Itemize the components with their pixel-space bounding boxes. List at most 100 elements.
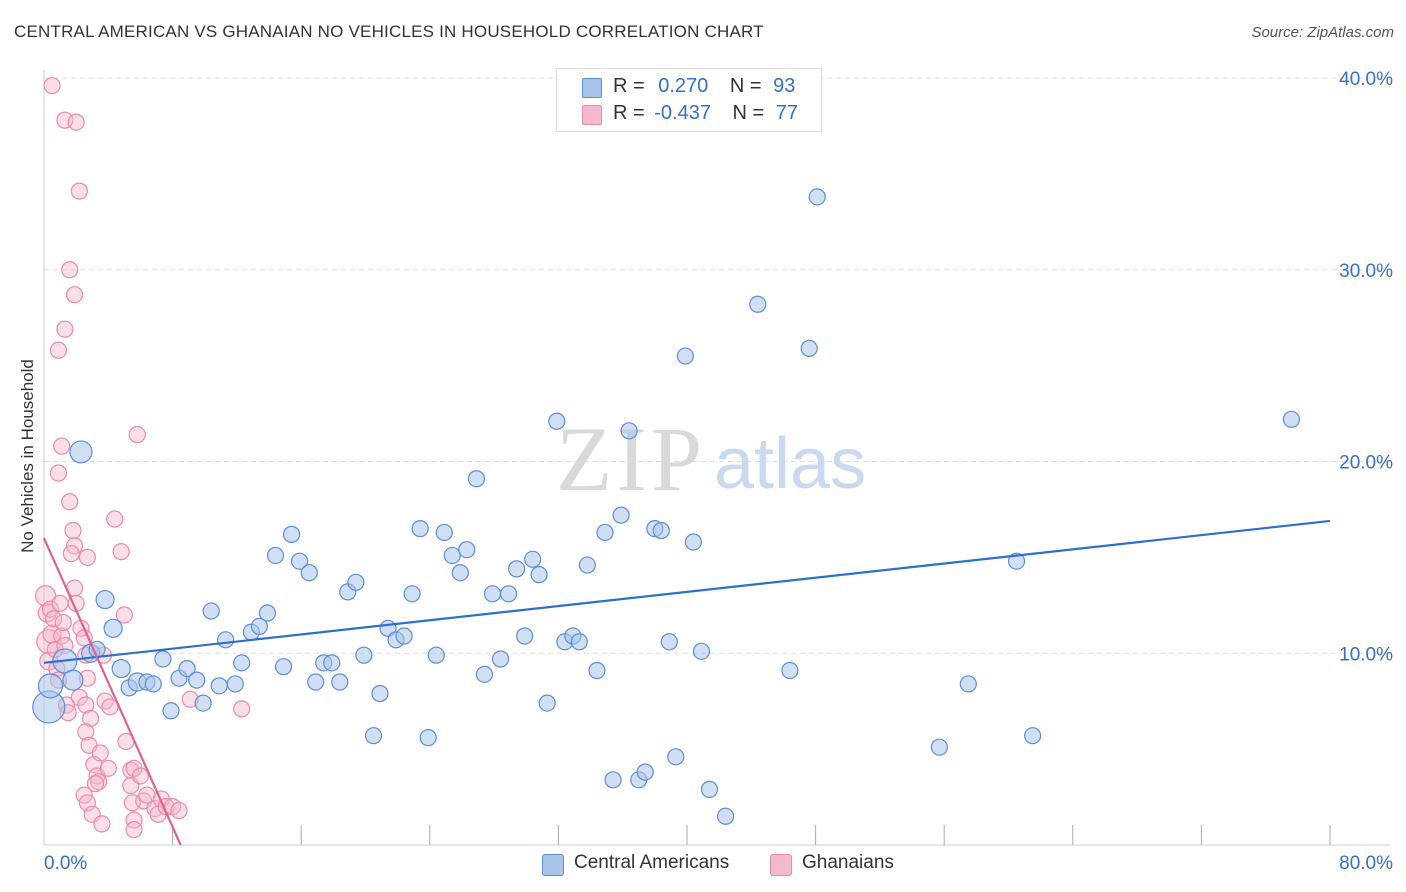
y-tick-label: 40.0% — [1339, 69, 1393, 90]
data-point — [49, 464, 68, 482]
bottom-legend-swatch-blue — [542, 854, 564, 876]
data-point — [596, 523, 614, 542]
data-point — [692, 642, 711, 660]
data-point — [65, 286, 84, 304]
legend-n-value: 93 — [773, 75, 796, 97]
data-point — [194, 694, 212, 712]
data-point — [364, 727, 383, 745]
data-point — [128, 426, 146, 444]
data-point — [226, 675, 244, 693]
data-point — [959, 675, 977, 693]
data-point — [508, 560, 526, 578]
watermark-atlas: atlas — [714, 424, 866, 504]
data-point — [51, 594, 69, 612]
legend-r-value: 0.270 — [658, 75, 709, 97]
data-point — [53, 627, 71, 645]
legend-r-label: R = — [613, 102, 645, 124]
gridlines — [44, 77, 1390, 654]
data-point — [77, 696, 95, 714]
data-point — [347, 573, 365, 591]
data-point — [170, 801, 188, 820]
axes — [43, 70, 1390, 846]
data-point — [250, 617, 269, 636]
data-point — [371, 684, 389, 703]
data-point — [217, 631, 235, 649]
legend-n-label: N = — [732, 102, 765, 124]
data-point — [749, 295, 767, 313]
data-point — [112, 543, 130, 561]
legend-swatch-blue — [582, 78, 602, 98]
data-point — [67, 113, 85, 131]
data-point — [578, 556, 596, 574]
data-point — [61, 493, 79, 511]
bottom-legend-label: Ghanaians — [802, 852, 894, 873]
data-point — [62, 544, 80, 563]
data-point — [570, 633, 588, 651]
data-point — [258, 604, 277, 622]
data-point — [125, 811, 143, 829]
legend-n-value: 77 — [775, 102, 799, 124]
data-point — [458, 541, 476, 559]
data-point — [323, 654, 341, 672]
data-point — [331, 673, 349, 691]
legend: R = 0.270 N = 93 R = -0.437 N = 77 — [556, 68, 822, 132]
data-point — [266, 546, 285, 565]
tick-labels: 10.0% 20.0% 30.0% 40.0% 0.0% 80.0% — [44, 69, 1393, 874]
data-point — [483, 585, 502, 603]
data-point — [395, 627, 413, 645]
data-point — [49, 341, 68, 359]
data-point — [451, 564, 469, 582]
data-point — [56, 320, 74, 338]
data-point — [111, 658, 131, 679]
data-point — [716, 807, 735, 825]
data-point — [516, 627, 534, 645]
data-point — [652, 521, 670, 540]
legend-n-label: N = — [729, 75, 762, 97]
source-label: Source: ZipAtlas.com — [1251, 24, 1394, 41]
legend-swatch-pink — [582, 105, 602, 125]
data-point — [499, 585, 518, 603]
data-point — [162, 702, 180, 720]
data-point — [491, 650, 510, 668]
data-point — [612, 506, 630, 524]
data-point — [1007, 552, 1026, 570]
central-americans-points — [32, 188, 1301, 825]
data-point — [667, 748, 685, 766]
data-point — [660, 633, 678, 651]
trend-line-ghanaians — [42, 537, 182, 846]
data-point — [82, 709, 100, 728]
data-point — [70, 182, 88, 200]
data-point — [290, 552, 309, 570]
data-point — [54, 613, 72, 632]
data-point — [700, 780, 719, 798]
watermark: ZIP atlas — [556, 408, 866, 510]
data-point — [282, 525, 301, 543]
data-point — [475, 665, 494, 683]
y-tick-label: 10.0% — [1339, 644, 1393, 665]
data-point — [427, 646, 445, 664]
data-point — [95, 589, 115, 610]
x-tick-label-min: 0.0% — [44, 853, 87, 874]
data-point — [411, 520, 429, 538]
data-point — [781, 661, 799, 680]
data-point — [588, 661, 606, 680]
data-point — [604, 771, 622, 789]
data-point — [37, 673, 64, 699]
data-point — [233, 700, 251, 718]
data-point — [233, 654, 251, 672]
y-tick-label: 30.0% — [1339, 261, 1393, 282]
ghanaians-points — [35, 77, 251, 839]
y-tick-label: 20.0% — [1339, 453, 1393, 474]
data-point — [538, 694, 556, 712]
data-point — [210, 677, 228, 695]
data-point — [106, 510, 124, 528]
data-point — [86, 775, 105, 793]
data-point — [99, 759, 117, 777]
data-point — [53, 437, 71, 455]
data-point — [548, 412, 566, 430]
data-point — [61, 261, 79, 279]
data-point — [45, 610, 63, 628]
legend-r-value: -0.437 — [654, 102, 711, 124]
data-point — [78, 548, 97, 566]
